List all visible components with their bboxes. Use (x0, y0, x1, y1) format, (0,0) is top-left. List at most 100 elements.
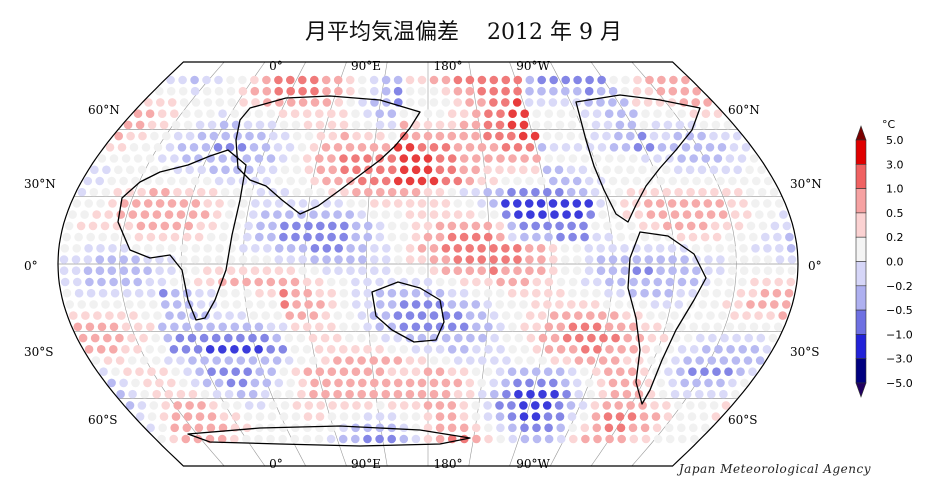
anomaly-dot (592, 423, 602, 433)
anomaly-dot (242, 154, 252, 163)
anomaly-dot (694, 210, 704, 219)
anomaly-dot (644, 244, 653, 253)
anomaly-dot (167, 98, 177, 107)
anomaly-dot (653, 154, 662, 163)
anomaly-dot (238, 75, 247, 85)
anomaly-dot (417, 389, 427, 399)
anomaly-dot (68, 210, 77, 219)
anomaly-dot (520, 345, 530, 354)
anomaly-dot (441, 333, 451, 343)
anomaly-dot (208, 187, 218, 197)
anomaly-dot (138, 131, 147, 141)
anomaly-dot (721, 401, 731, 410)
anomaly-dot (656, 378, 666, 388)
anomaly-dot (616, 154, 626, 163)
anomaly-dot (429, 75, 439, 85)
legend-tick-label: 3.0 (886, 158, 904, 171)
anomaly-dot (423, 300, 433, 309)
anomaly-dot (568, 322, 578, 332)
anomaly-dot (399, 288, 409, 298)
anomaly-dot (653, 109, 662, 118)
anomaly-dot (656, 255, 665, 264)
anomaly-dot (206, 423, 216, 433)
anomaly-dot (170, 322, 179, 332)
anomaly-dot (689, 345, 699, 354)
anomaly-dot (358, 176, 367, 186)
right-lat-label-60n: 60°N (728, 103, 760, 117)
anomaly-dot (489, 378, 499, 388)
anomaly-dot (568, 154, 578, 163)
anomaly-dot (668, 176, 677, 186)
anomaly-dot (266, 154, 276, 163)
coastline (575, 94, 701, 223)
anomaly-dot (738, 277, 747, 287)
anomaly-dot (262, 266, 272, 276)
anomaly-dot (483, 401, 492, 410)
anomaly-dot (316, 165, 326, 175)
anomaly-dot (123, 120, 133, 130)
anomaly-dot (483, 131, 492, 141)
anomaly-dot (453, 356, 463, 365)
anomaly-dot (435, 154, 445, 163)
anomaly-dot (298, 176, 308, 186)
anomaly-dot (453, 210, 463, 219)
anomaly-dot (677, 277, 687, 287)
anomaly-dot (429, 98, 439, 107)
anomaly-dot (387, 288, 397, 298)
anomaly-dot (244, 187, 254, 197)
anomaly-dot (220, 187, 230, 197)
anomaly-dot (417, 311, 427, 320)
anomaly-dot (108, 244, 117, 253)
anomaly-dot (429, 378, 439, 388)
anomaly-dot (109, 322, 119, 332)
anomaly-dot (230, 345, 239, 354)
anomaly-dot (604, 367, 613, 377)
anomaly-dot (256, 221, 265, 231)
anomaly-dot (167, 176, 176, 186)
anomaly-dot (460, 345, 469, 354)
anomaly-dot (328, 165, 338, 175)
anomaly-dot (260, 356, 270, 365)
anomaly-dot (202, 378, 212, 388)
anomaly-dot (435, 300, 445, 309)
anomaly-dot (677, 109, 686, 118)
anomaly-dot (602, 165, 611, 175)
anomaly-dot (676, 232, 686, 242)
anomaly-dot (472, 322, 481, 332)
anomaly-dot (542, 165, 552, 175)
anomaly-dot (108, 199, 117, 208)
anomaly-dot (193, 345, 203, 354)
anomaly-dot (645, 143, 655, 152)
anomaly-dot (653, 322, 662, 332)
anomaly-dot (489, 255, 498, 264)
anomaly-dot (387, 232, 397, 242)
anomaly-dot (507, 412, 517, 421)
anomaly-dot (568, 423, 577, 433)
anomaly-dot (514, 356, 523, 365)
anomaly-dot (544, 322, 554, 332)
anomaly-dot (206, 322, 215, 332)
anomaly-dot (664, 288, 673, 298)
anomaly-dot (775, 266, 785, 276)
meridian-line (590, 61, 676, 467)
anomaly-dot (296, 356, 306, 365)
anomaly-dot (690, 434, 699, 444)
anomaly-dot (137, 401, 147, 410)
anomaly-dot (567, 367, 577, 377)
anomaly-dot (435, 187, 445, 197)
anomaly-dot (465, 176, 475, 186)
anomaly-dot (159, 367, 168, 377)
anomaly-dot (102, 165, 111, 175)
anomaly-dot (532, 277, 542, 287)
anomaly-dot (543, 300, 552, 309)
meridian-line (468, 61, 491, 467)
anomaly-dot (274, 244, 284, 253)
anomaly-dot (710, 300, 719, 309)
anomaly-dot (304, 165, 314, 175)
anomaly-dot (554, 165, 564, 175)
anomaly-dot (489, 199, 498, 208)
legend-colorbar (855, 125, 867, 398)
anomaly-dot (537, 378, 546, 388)
anomaly-dot (239, 199, 248, 208)
anomaly-dot (273, 143, 283, 152)
